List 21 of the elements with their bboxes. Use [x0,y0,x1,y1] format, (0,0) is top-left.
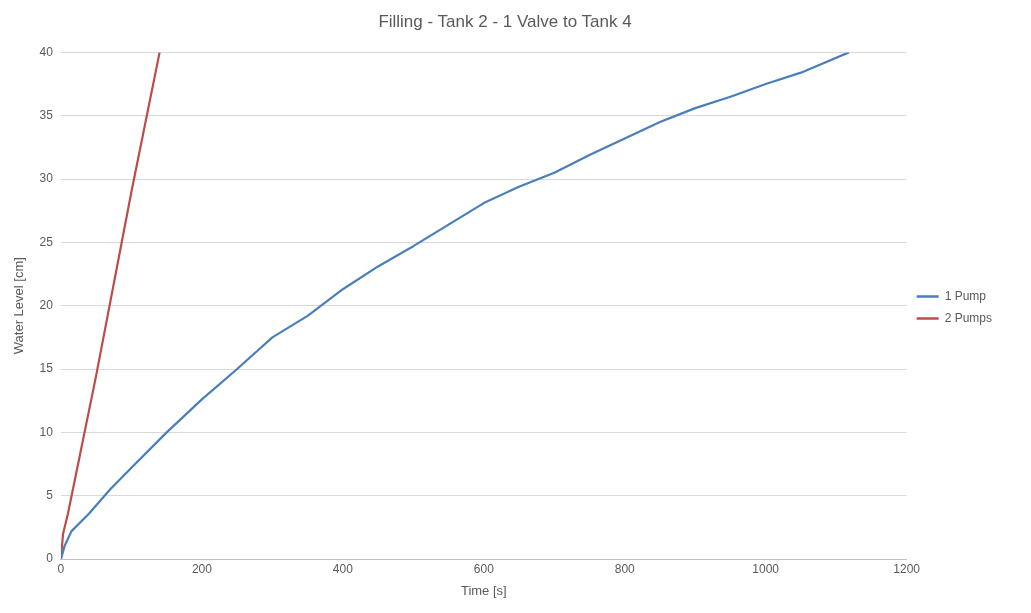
x-tick-label: 0 [57,561,65,576]
y-tick-label: 5 [46,487,54,502]
y-tick-label: 40 [39,44,54,59]
y-tick-label: 25 [39,234,54,249]
y-tick-label: 30 [39,171,54,186]
x-tick-label: 800 [614,561,636,576]
x-tick-label: 1200 [893,561,921,576]
legend-label: 2 Pumps [944,310,992,325]
legend-label: 1 Pump [944,288,987,303]
x-tick-label: 600 [473,561,495,576]
y-tick-label: 35 [39,108,54,123]
x-tick-label: 1000 [752,561,780,576]
x-tick-label: 200 [191,561,213,576]
y-tick-label: 0 [46,551,54,566]
x-tick-label: 400 [332,561,354,576]
y-tick-label: 10 [39,424,54,439]
y-tick-label: 20 [39,298,54,313]
y-tick-label: 15 [39,361,54,376]
chart-title: Filling - Tank 2 - 1 Valve to Tank 4 [378,11,632,31]
x-axis-title: Time [s] [460,582,507,598]
y-axis-title: Water Level [cm] [11,257,27,355]
